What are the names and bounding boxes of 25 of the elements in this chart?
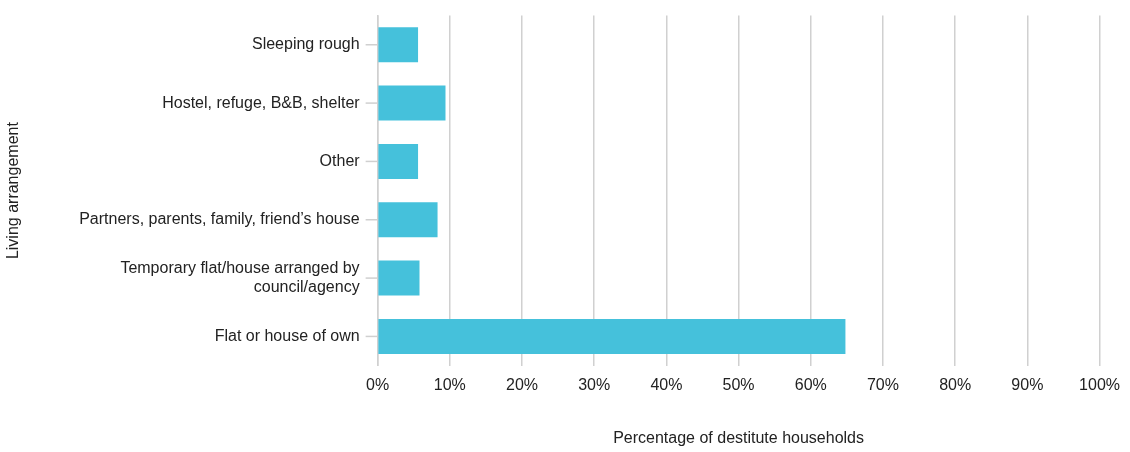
x-tick-label: 40% [650,375,683,393]
x-tick-label: 60% [794,375,827,393]
x-tick-label: 90% [1011,375,1044,393]
y-tick-label: Flat or house of own [214,326,360,344]
x-tick-label: 70% [866,375,899,393]
bar [378,202,438,238]
x-tick-label: 0% [366,375,390,393]
x-tick-label: 50% [722,375,755,393]
y-tick-label: Other [319,151,361,169]
bar [378,318,846,354]
x-tick-label: 20% [506,375,539,393]
y-tick-label: Sleeping rough [251,35,360,53]
y-tick-label: Temporary flat/house arranged by council/agency [120,258,360,296]
x-tick-label: 10% [433,375,466,393]
x-axis-title: Percentage of destitute households [613,428,865,446]
x-tick-label: 30% [578,375,611,393]
bar [378,260,420,296]
bar [378,27,419,63]
bar [378,85,446,121]
x-tick-label: 80% [939,375,972,393]
y-tick-label: Partners, parents, family, friend’s house [79,210,360,228]
y-tick-label: Hostel, refuge, B&B, shelter [162,93,361,111]
y-axis-title: Living arrangement [4,121,22,260]
x-tick-label: 100% [1079,375,1120,393]
bar [378,143,419,179]
